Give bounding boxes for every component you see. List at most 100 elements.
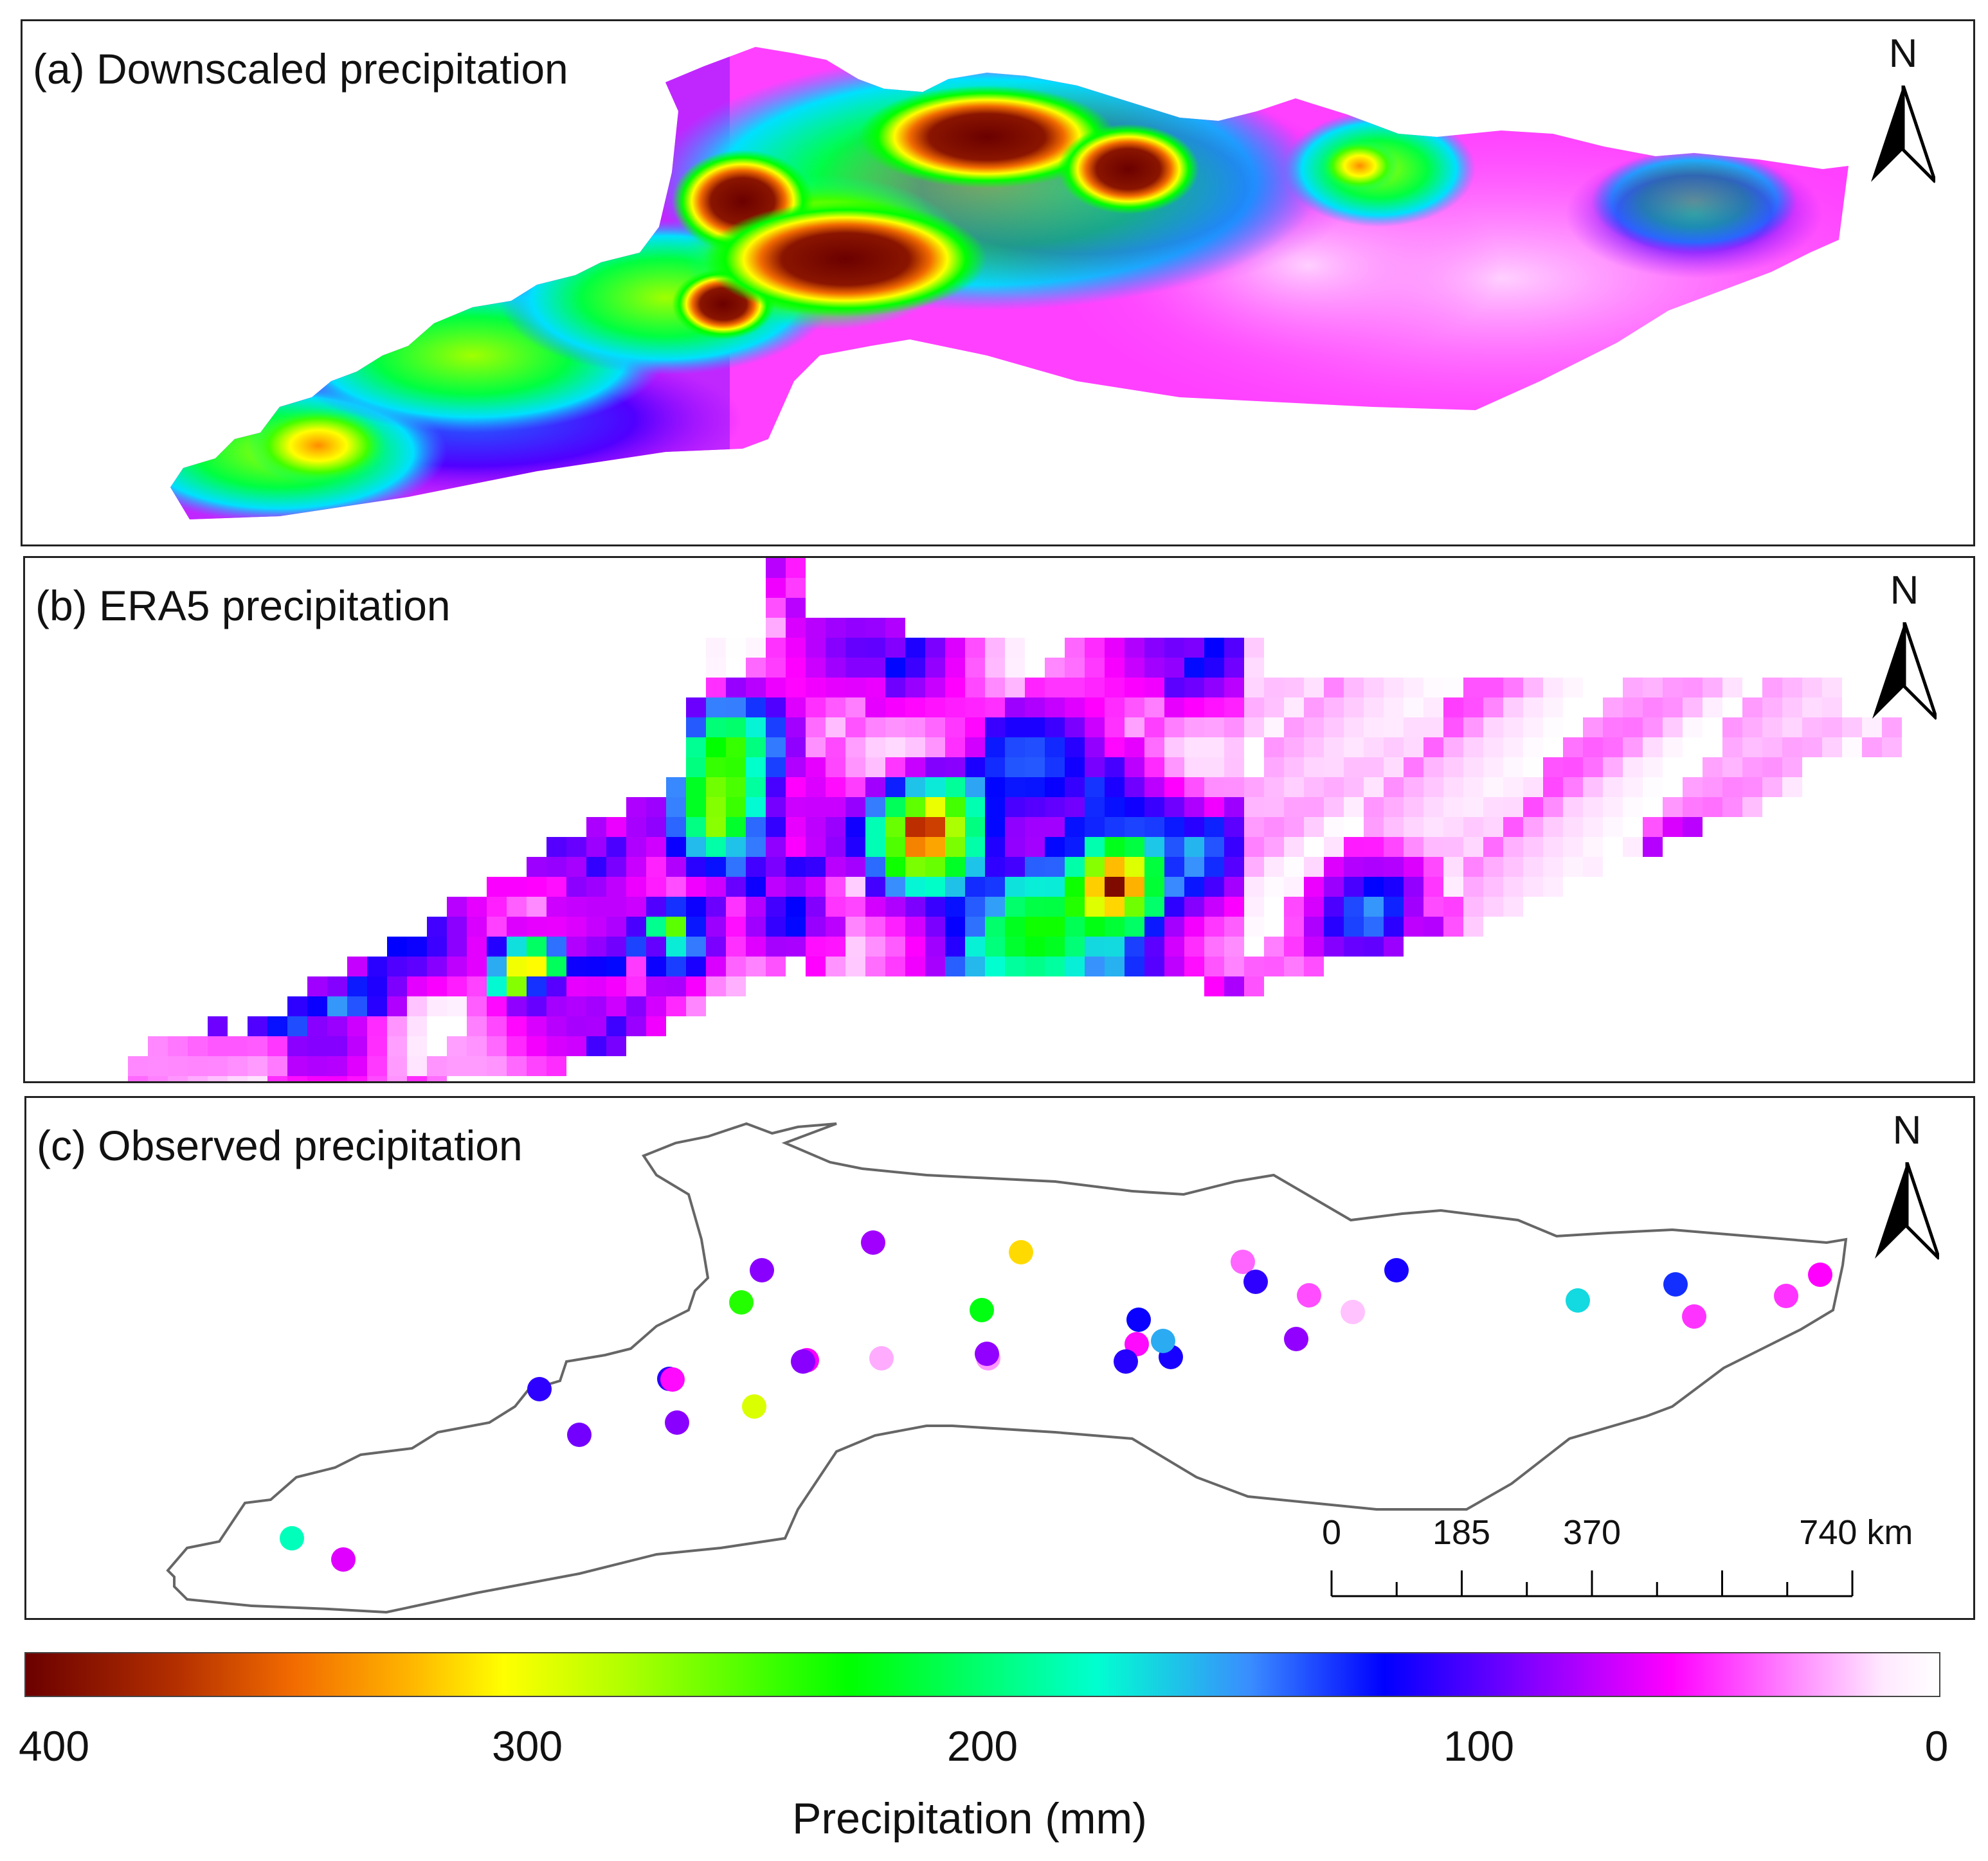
era5-grid-cell bbox=[766, 837, 786, 857]
era5-grid-cell bbox=[1404, 797, 1423, 817]
era5-grid-cell bbox=[1503, 897, 1523, 917]
era5-grid-cell bbox=[945, 897, 965, 917]
era5-grid-cell bbox=[1543, 757, 1563, 777]
era5-grid-cell bbox=[547, 976, 566, 996]
era5-grid-cell bbox=[1005, 857, 1025, 877]
era5-grid-cell bbox=[806, 877, 826, 897]
era5-grid-cell bbox=[307, 976, 327, 996]
era5-grid-cell bbox=[128, 1056, 148, 1076]
era5-grid-cell bbox=[1264, 717, 1284, 737]
era5-grid-cell bbox=[208, 1076, 228, 1081]
era5-grid-cell bbox=[865, 817, 885, 837]
era5-grid-cell bbox=[1782, 697, 1802, 717]
era5-grid-cell bbox=[925, 797, 945, 817]
era5-grid-cell bbox=[666, 937, 686, 957]
era5-grid-cell bbox=[1164, 857, 1184, 877]
era5-grid-cell bbox=[1762, 777, 1782, 797]
era5-grid-cell bbox=[786, 837, 806, 857]
era5-grid-cell bbox=[427, 976, 447, 996]
era5-grid-cell bbox=[1683, 737, 1703, 757]
era5-grid-cell bbox=[686, 917, 706, 937]
era5-grid-cell bbox=[1204, 917, 1224, 937]
era5-grid-cell bbox=[1722, 717, 1742, 737]
era5-grid-cell bbox=[407, 1076, 427, 1081]
era5-grid-cell bbox=[646, 797, 666, 817]
era5-grid-cell bbox=[746, 638, 766, 658]
era5-grid-cell bbox=[666, 897, 686, 917]
era5-grid-cell bbox=[1364, 897, 1384, 917]
era5-grid-cell bbox=[487, 996, 507, 1016]
era5-grid-cell bbox=[1324, 777, 1344, 797]
era5-grid-cell bbox=[566, 996, 586, 1016]
era5-grid-cell bbox=[1683, 817, 1703, 837]
era5-grid-cell bbox=[666, 976, 686, 996]
era5-grid-cell bbox=[905, 658, 925, 678]
era5-grid-cell bbox=[1065, 697, 1085, 717]
era5-grid-cell bbox=[447, 976, 467, 996]
era5-grid-cell bbox=[606, 857, 626, 877]
era5-grid-cell bbox=[1164, 897, 1184, 917]
era5-grid-cell bbox=[746, 777, 766, 797]
era5-grid-cell bbox=[1125, 917, 1144, 937]
era5-grid-cell bbox=[1822, 717, 1842, 737]
era5-grid-cell bbox=[1304, 678, 1324, 697]
era5-grid-cell bbox=[865, 917, 885, 937]
era5-grid-cell bbox=[726, 797, 746, 817]
era5-grid-cell bbox=[1105, 817, 1125, 837]
era5-grid-cell bbox=[985, 717, 1005, 737]
era5-grid-cell bbox=[806, 797, 826, 817]
era5-grid-cell bbox=[1224, 697, 1244, 717]
era5-grid-cell bbox=[427, 1076, 447, 1081]
era5-grid-cell bbox=[507, 996, 527, 1016]
era5-grid-cell bbox=[1204, 678, 1224, 697]
era5-grid-cell bbox=[1304, 777, 1324, 797]
era5-grid-cell bbox=[786, 558, 806, 578]
era5-grid-cell bbox=[1244, 678, 1264, 697]
era5-grid-cell bbox=[925, 917, 945, 937]
era5-grid-cell bbox=[1144, 777, 1164, 797]
era5-grid-cell bbox=[1125, 937, 1144, 957]
station-marker bbox=[970, 1298, 994, 1322]
era5-grid-cell bbox=[826, 937, 845, 957]
era5-grid-cell bbox=[1364, 697, 1384, 717]
era5-grid-cell bbox=[905, 837, 925, 857]
era5-grid-cell bbox=[447, 897, 467, 917]
era5-grid-cell bbox=[367, 996, 387, 1016]
era5-grid-cell bbox=[1085, 737, 1105, 757]
era5-grid-cell bbox=[885, 697, 905, 717]
station-marker bbox=[861, 1230, 885, 1255]
era5-grid-cell bbox=[865, 697, 885, 717]
station-marker bbox=[1663, 1272, 1688, 1297]
era5-grid-cell bbox=[1523, 877, 1543, 897]
era5-grid-cell bbox=[746, 717, 766, 737]
era5-grid-cell bbox=[1164, 717, 1184, 737]
era5-grid-cell bbox=[1125, 678, 1144, 697]
era5-grid-cell bbox=[1623, 777, 1643, 797]
era5-grid-cell bbox=[1065, 897, 1085, 917]
era5-grid-cell bbox=[1503, 777, 1523, 797]
era5-grid-cell bbox=[786, 598, 806, 618]
era5-grid-cell bbox=[1144, 837, 1164, 857]
era5-grid-cell bbox=[726, 737, 746, 757]
era5-grid-cell bbox=[267, 1056, 287, 1076]
era5-grid-cell bbox=[666, 837, 686, 857]
era5-grid-cell bbox=[865, 777, 885, 797]
era5-grid-cell bbox=[1204, 737, 1224, 757]
era5-grid-cell bbox=[726, 917, 746, 937]
era5-grid-cell bbox=[1423, 877, 1443, 897]
era5-grid-cell bbox=[706, 976, 726, 996]
era5-grid-cell bbox=[367, 1036, 387, 1056]
era5-grid-cell bbox=[1085, 638, 1105, 658]
era5-grid-cell bbox=[1742, 697, 1762, 717]
era5-grid-cell bbox=[1603, 777, 1623, 797]
era5-grid-cell bbox=[1882, 717, 1902, 737]
era5-grid-cell bbox=[1065, 917, 1085, 937]
era5-grid-cell bbox=[1264, 937, 1284, 957]
era5-grid-cell bbox=[1623, 737, 1643, 757]
era5-grid-cell bbox=[487, 897, 507, 917]
era5-grid-cell bbox=[1204, 658, 1224, 678]
era5-grid-cell bbox=[1643, 717, 1663, 737]
era5-grid-cell bbox=[1483, 717, 1503, 737]
era5-grid-cell bbox=[845, 957, 865, 976]
era5-grid-cell bbox=[1643, 737, 1663, 757]
